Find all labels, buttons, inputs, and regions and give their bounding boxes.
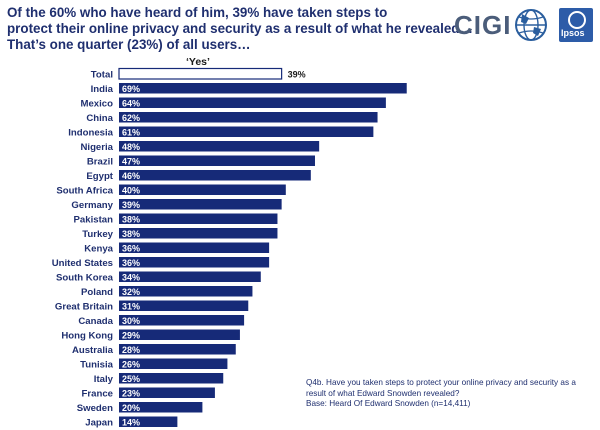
bar-tunisia — [119, 358, 228, 369]
category-label-sweden: Sweden — [77, 403, 113, 414]
bar-brazil — [119, 155, 315, 166]
ipsos-mark-icon — [568, 11, 586, 29]
bar-china — [119, 112, 378, 123]
category-label-australia: Australia — [72, 345, 114, 356]
category-label-italy: Italy — [94, 374, 114, 385]
category-label-tunisia: Tunisia — [80, 360, 114, 371]
category-label-total: Total — [91, 70, 113, 81]
cigi-logo: CIGI — [454, 8, 550, 42]
value-label-sweden: 20% — [122, 403, 140, 413]
cigi-logo-text: CIGI — [454, 10, 512, 40]
value-label-poland: 32% — [122, 287, 140, 297]
bar-total — [118, 67, 283, 80]
headline-line-3: That’s one quarter (23%) of all users… — [7, 37, 251, 52]
value-label-great-britain: 31% — [122, 302, 140, 312]
value-label-pakistan: 38% — [122, 215, 140, 225]
headline-line-2: protect their online privacy and securit… — [7, 21, 473, 36]
bar-france — [119, 387, 215, 398]
value-label-mexico: 64% — [122, 99, 140, 109]
bar-sweden — [119, 402, 203, 413]
bar-poland — [119, 286, 253, 297]
value-label-japan: 14% — [122, 418, 140, 428]
category-label-brazil: Brazil — [87, 157, 113, 168]
bar-kenya — [119, 242, 270, 253]
value-label-kenya: 36% — [122, 244, 140, 254]
value-label-brazil: 47% — [122, 157, 140, 167]
column-header: ‘Yes’ — [186, 56, 210, 68]
category-label-canada: Canada — [78, 316, 113, 327]
value-label-france: 23% — [122, 389, 140, 399]
value-label-india: 69% — [122, 84, 140, 94]
bar-south-korea — [119, 271, 261, 282]
value-label-united-states: 36% — [122, 258, 140, 268]
value-label-hong-kong: 29% — [122, 331, 140, 341]
category-label-united-states: United States — [52, 258, 113, 269]
category-label-poland: Poland — [81, 287, 113, 298]
category-label-china: China — [86, 113, 113, 124]
category-label-kenya: Kenya — [84, 244, 113, 255]
bar-canada — [119, 315, 245, 326]
footnote-base: Base: Heard Of Edward Snowden (n=14,411) — [306, 399, 471, 408]
category-label-france: France — [82, 389, 113, 400]
bar-india — [119, 83, 407, 94]
value-label-total: 39% — [288, 70, 306, 80]
category-label-hong-kong: Hong Kong — [61, 331, 113, 342]
value-label-egypt: 46% — [122, 171, 140, 181]
footnote-question-cont: result of what Edward Snowden revealed? — [306, 388, 460, 398]
category-label-india: India — [91, 84, 114, 95]
value-label-turkey: 38% — [122, 229, 140, 239]
value-label-china: 62% — [122, 113, 140, 123]
category-label-great-britain: Great Britain — [55, 302, 113, 313]
category-label-egypt: Egypt — [86, 171, 113, 182]
category-label-mexico: Mexico — [80, 99, 113, 110]
value-label-indonesia: 61% — [122, 128, 140, 138]
value-label-australia: 28% — [122, 345, 140, 355]
category-label-japan: Japan — [85, 418, 113, 429]
bar-japan — [119, 416, 178, 427]
bar-hong-kong — [119, 329, 240, 340]
value-label-south-africa: 40% — [122, 186, 140, 196]
category-label-turkey: Turkey — [82, 229, 113, 240]
category-label-south-africa: South Africa — [56, 186, 113, 197]
bar-mexico — [119, 97, 386, 108]
bar-united-states — [119, 257, 270, 268]
bar-south-africa — [119, 184, 286, 195]
value-label-tunisia: 26% — [122, 360, 140, 370]
footnote-question: Q4b. Have you taken steps to protect you… — [306, 378, 576, 387]
ipsos-logo: Ipsos — [559, 8, 593, 42]
headline: Of the 60% who have heard of him, 39% ha… — [7, 5, 473, 53]
value-label-germany: 39% — [122, 200, 140, 210]
bar-italy — [119, 373, 224, 384]
category-label-pakistan: Pakistan — [74, 215, 114, 226]
value-label-south-korea: 34% — [122, 273, 140, 283]
bar-egypt — [119, 170, 311, 181]
bar-great-britain — [119, 300, 249, 311]
headline-line-1: Of the 60% who have heard of him, 39% ha… — [7, 5, 388, 20]
category-label-nigeria: Nigeria — [80, 142, 113, 153]
category-label-south-korea: South Korea — [56, 273, 114, 284]
bar-turkey — [119, 228, 278, 239]
ipsos-logo-text: Ipsos — [561, 28, 585, 38]
bar-indonesia — [119, 126, 374, 137]
bar-pakistan — [119, 213, 278, 224]
bar-australia — [119, 344, 236, 355]
bar-germany — [119, 199, 282, 210]
value-label-nigeria: 48% — [122, 142, 140, 152]
globe-icon — [515, 9, 547, 41]
category-label-germany: Germany — [71, 200, 113, 211]
category-label-indonesia: Indonesia — [68, 128, 113, 139]
footnote: Q4b. Have you taken steps to protect you… — [306, 378, 596, 410]
value-label-canada: 30% — [122, 316, 140, 326]
bar-nigeria — [119, 141, 320, 152]
value-label-italy: 25% — [122, 374, 140, 384]
